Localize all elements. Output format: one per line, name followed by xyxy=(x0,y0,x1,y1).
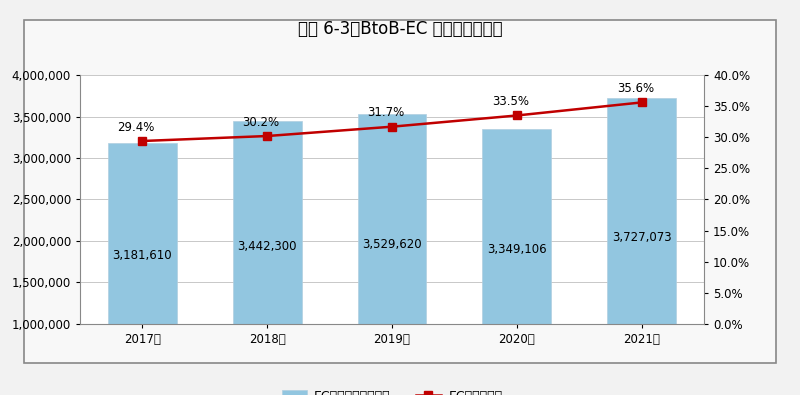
Text: 3,349,106: 3,349,106 xyxy=(487,243,546,256)
Text: 3,727,073: 3,727,073 xyxy=(612,231,671,245)
Bar xyxy=(108,143,177,395)
Text: 29.4%: 29.4% xyxy=(118,120,155,134)
Text: 33.5%: 33.5% xyxy=(492,95,529,108)
Text: 図表 6-3：BtoB-EC 市場規模の推移: 図表 6-3：BtoB-EC 市場規模の推移 xyxy=(298,20,502,38)
Bar xyxy=(358,114,426,395)
Text: 31.7%: 31.7% xyxy=(367,106,404,119)
Bar xyxy=(233,121,302,395)
Text: 3,442,300: 3,442,300 xyxy=(238,241,297,254)
Bar xyxy=(482,129,551,395)
Text: 30.2%: 30.2% xyxy=(242,116,279,128)
Bar xyxy=(607,98,676,395)
Legend: EC市場規模（億円）, EC化率（％）: EC市場規模（億円）, EC化率（％） xyxy=(277,385,507,395)
Text: 3,529,620: 3,529,620 xyxy=(362,238,422,251)
Text: 35.6%: 35.6% xyxy=(617,82,654,95)
Text: 3,181,610: 3,181,610 xyxy=(113,248,172,261)
